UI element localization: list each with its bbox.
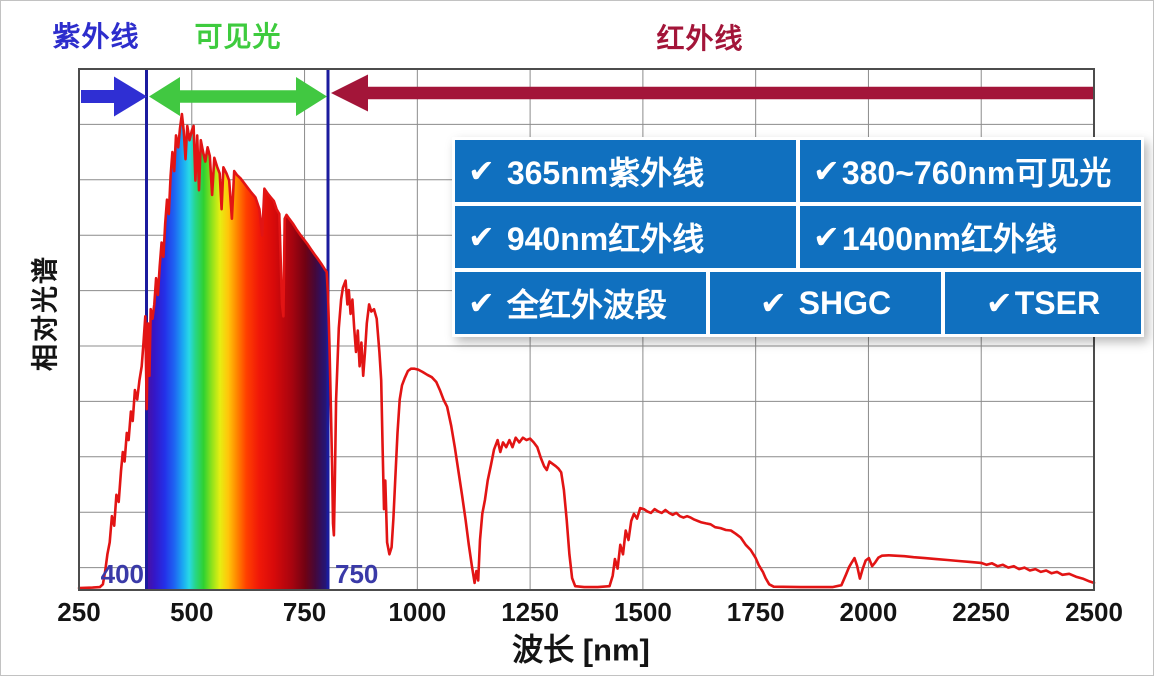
- check-icon: ✔: [813, 153, 840, 189]
- feature-label: 940nm红外线: [506, 221, 705, 257]
- band-marker-750: 750: [335, 559, 379, 589]
- x-tick-label: 2250: [952, 597, 1011, 627]
- feature-label: 380~760nm可见光: [841, 155, 1112, 191]
- band-marker-400: 400: [100, 559, 144, 589]
- check-icon: ✔: [813, 219, 840, 255]
- feature-label: 全红外波段: [506, 287, 667, 323]
- visible-range-arrow-icon: [149, 77, 327, 116]
- visible-region-label: 可见光: [194, 21, 282, 52]
- x-tick-label: 1250: [501, 597, 560, 627]
- x-axis-title: 波长 [nm]: [512, 632, 650, 668]
- ir-range-arrow-icon: [331, 74, 1093, 112]
- feature-cell: ✔ 940nm红外线: [455, 206, 796, 268]
- feature-label: 1400nm红外线: [841, 221, 1058, 257]
- feature-cell: ✔ TSER: [945, 272, 1141, 334]
- feature-row: ✔ 365nm紫外线 ✔ 380~760nm可见光: [455, 140, 1141, 202]
- feature-row: ✔ 940nm红外线 ✔ 1400nm红外线: [455, 206, 1141, 268]
- feature-cell: ✔ 1400nm红外线: [800, 206, 1141, 268]
- check-icon: ✔: [468, 285, 495, 321]
- x-tick-label: 2000: [839, 597, 898, 627]
- feature-checklist-box: ✔ 365nm紫外线 ✔ 380~760nm可见光 ✔ 940nm红外线 ✔ 1400nm红外…: [452, 137, 1144, 337]
- feature-label: 365nm紫外线: [506, 155, 705, 191]
- x-tick-label: 1500: [613, 597, 672, 627]
- feature-row: ✔ 全红外波段 ✔ SHGC ✔ TSER: [455, 272, 1141, 334]
- x-tick-label: 2500: [1065, 597, 1123, 627]
- check-icon: ✔: [759, 285, 787, 321]
- uv-region-label: 紫外线: [52, 21, 140, 52]
- feature-label: SHGC: [798, 284, 892, 321]
- x-tick-label: 750: [282, 597, 327, 627]
- feature-cell: ✔ 380~760nm可见光: [800, 140, 1141, 202]
- feature-label: TSER: [1014, 284, 1101, 321]
- check-icon: ✔: [468, 219, 495, 255]
- feature-cell: ✔ SHGC: [710, 272, 941, 334]
- x-tick-label: 250: [57, 597, 101, 627]
- x-tick-label: 1000: [388, 597, 447, 627]
- uv-range-arrow-icon: [81, 76, 147, 117]
- visible-spectrum-rainbow-band: [146, 114, 328, 590]
- ir-region-label: 红外线: [656, 23, 744, 54]
- y-axis-title: 相对光谱: [30, 255, 61, 371]
- feature-cell: ✔ 全红外波段: [455, 272, 706, 334]
- check-icon: ✔: [468, 153, 495, 189]
- feature-cell: ✔ 365nm紫外线: [455, 140, 796, 202]
- x-tick-label: 500: [170, 597, 214, 627]
- x-tick-label: 1750: [726, 597, 785, 627]
- solar-spectrum-curve: [77, 112, 1096, 590]
- check-icon: ✔: [985, 285, 1013, 321]
